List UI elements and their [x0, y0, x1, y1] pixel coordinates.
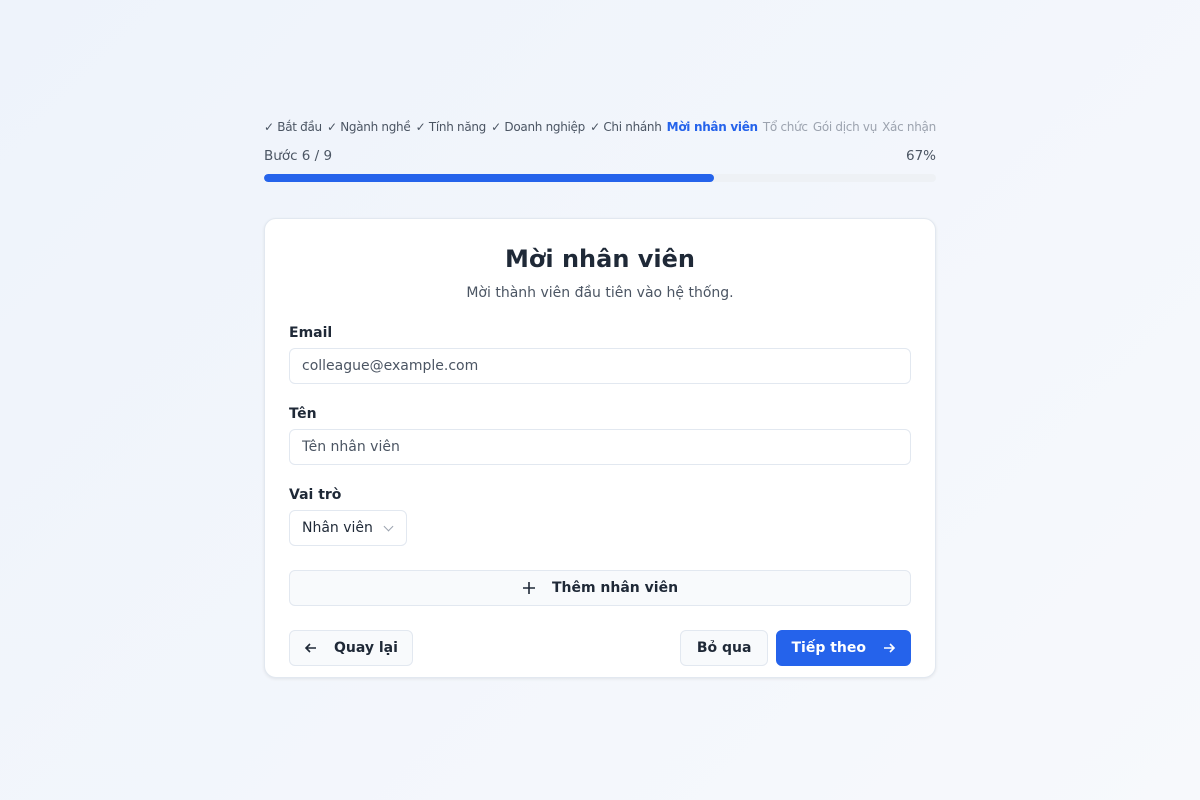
role-label: Vai trò	[289, 487, 342, 503]
step-8: Gói dịch vụ	[812, 120, 877, 134]
step-2: ✓ Ngành nghề	[326, 120, 411, 134]
back-button[interactable]: Quay lại	[289, 630, 413, 666]
progress-percent: 67%	[905, 148, 936, 164]
onboarding-progress: ✓ Bắt đầu ✓ Ngành nghề ✓ Tính năng ✓ Doa…	[264, 120, 936, 182]
name-input[interactable]	[289, 429, 911, 465]
step-4: ✓ Doanh nghiệp	[491, 120, 585, 134]
arrow-left-icon	[304, 643, 316, 653]
add-employee-button[interactable]: Thêm nhân viên	[289, 570, 911, 606]
step-1: ✓ Bắt đầu	[264, 120, 322, 134]
email-input[interactable]	[289, 348, 911, 384]
page-subtitle: Mời thành viên đầu tiên vào hệ thống.	[466, 285, 734, 301]
step-7: Tổ chức	[762, 120, 808, 134]
role-select[interactable]: Nhân viên	[289, 510, 407, 546]
role-value: Nhân viên	[302, 520, 373, 536]
chevron-down-icon	[383, 521, 394, 531]
next-label: Tiếp theo	[791, 640, 866, 656]
step-9: Xác nhận	[882, 120, 936, 134]
step-counter: Bước 6 / 9	[264, 148, 333, 164]
progress-fill	[264, 174, 715, 182]
skip-button[interactable]: Bỏ qua	[679, 630, 769, 666]
arrow-right-icon	[884, 643, 896, 653]
back-label: Quay lại	[334, 640, 398, 656]
name-label: Tên	[289, 406, 317, 422]
stepper: ✓ Bắt đầu ✓ Ngành nghề ✓ Tính năng ✓ Doa…	[264, 120, 936, 134]
step-6-active: Mời nhân viên	[666, 120, 758, 134]
email-label: Email	[289, 325, 333, 341]
step-3: ✓ Tính năng	[415, 120, 487, 134]
next-button[interactable]: Tiếp theo	[776, 630, 911, 666]
invite-card: Mời nhân viên Mời thành viên đầu tiên và…	[264, 218, 936, 678]
skip-label: Bỏ qua	[696, 640, 752, 656]
progress-bar	[264, 174, 936, 182]
page-title: Mời nhân viên	[505, 245, 695, 273]
plus-icon	[522, 582, 535, 594]
add-employee-label: Thêm nhân viên	[551, 580, 679, 596]
step-5: ✓ Chi nhánh	[590, 120, 662, 134]
